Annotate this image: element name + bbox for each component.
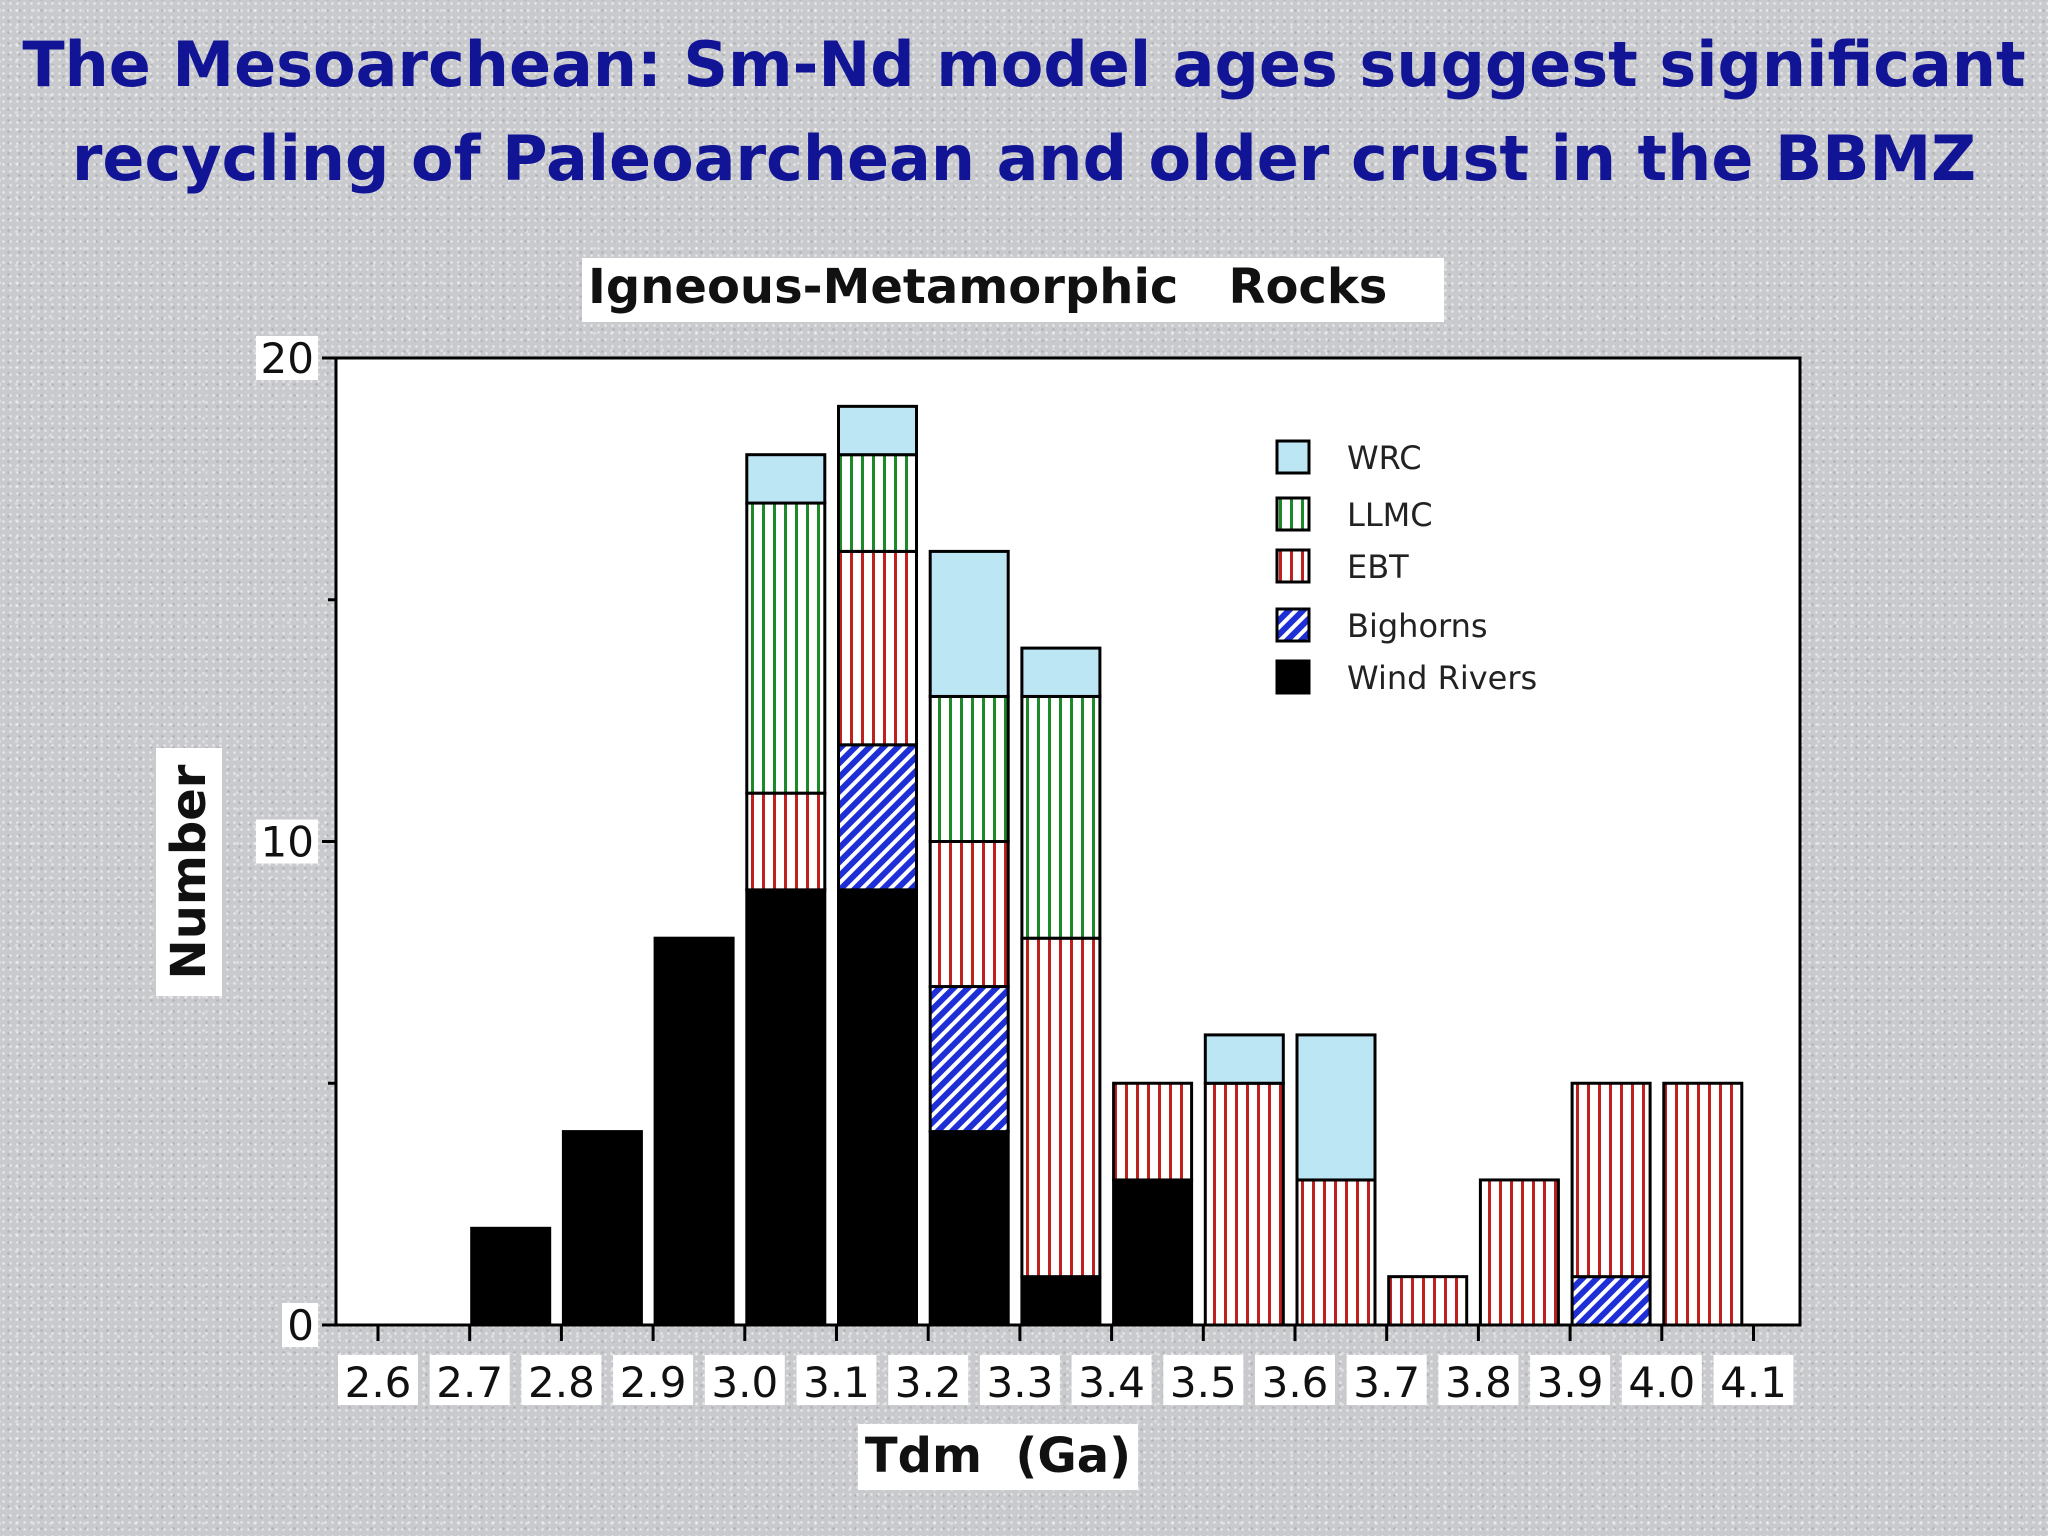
x-tick-label-box [888,1355,969,1405]
slide-title-line-2: recycling of Paleoarchean and older crus… [71,122,1977,195]
x-tick-label: 3.4 [1078,1358,1145,1407]
x-tick-label-box [979,1355,1060,1405]
x-axis-label-box [858,1424,1138,1490]
legend-swatch-bighorns [1275,607,1311,643]
bar-llmc-3.3 [1020,694,1102,940]
x-tick-label: 4.0 [1628,1358,1695,1407]
legend-label-llmc: LLMC [1347,496,1433,534]
y-axis-label: Number [161,764,217,979]
y-tick-label: 0 [287,1301,314,1350]
x-tick-label: 2.9 [620,1358,687,1407]
x-tick-label-box [704,1355,785,1405]
bar-ebt-3.6 [1295,1178,1377,1327]
x-tick-label-box [429,1355,510,1405]
bar-ebt-3.5 [1203,1081,1285,1327]
x-tick-label-box [1071,1355,1152,1405]
bar-wrc-3.1 [837,404,918,457]
x-tick-label: 3.9 [1537,1358,1604,1407]
x-tick-label-box [1163,1355,1244,1405]
x-tick-label-box [1621,1355,1702,1405]
x-tick-label: 2.7 [436,1358,503,1407]
bar-wind-rivers-2.8 [561,1130,643,1327]
bar-llmc-3.0 [745,501,827,795]
chart-title-box [582,258,1444,322]
bar-ebt-4.0 [1662,1081,1744,1327]
x-tick-label: 2.6 [345,1358,412,1407]
bar-llmc-3.1 [837,453,918,553]
y-axis-label-box [156,748,222,996]
bar-stacks [470,404,1744,1327]
bar-wrc-3.0 [745,453,827,505]
bar-ebt-3.9 [1570,1081,1652,1279]
x-tick-label: 3.3 [987,1358,1054,1407]
y-tick-label-box [256,336,318,380]
x-tick-label-box [796,1355,877,1405]
slide-title: The Mesoarchean: Sm-Nd model ages sugges… [0,18,2048,206]
x-tick-label-box [1438,1355,1519,1405]
bar-wrc-3.3 [1020,646,1102,698]
bar-ebt-3.3 [1020,936,1102,1279]
bar-wind-rivers-3.3 [1020,1275,1102,1327]
x-axis-label: Tdm (Ga) [865,1428,1131,1484]
x-tick-label: 3.6 [1262,1358,1329,1407]
bar-ebt-3.7 [1387,1275,1469,1327]
x-tick-label-box [613,1355,694,1405]
bar-ebt-3.4 [1112,1081,1194,1182]
x-tick-label: 4.1 [1720,1358,1787,1407]
bar-wrc-3.5 [1203,1033,1285,1085]
legend-swatch-wrc [1275,439,1311,475]
bar-ebt-3.8 [1478,1178,1560,1327]
bar-ebt-3.2 [928,840,1010,989]
legend-swatch-ebt [1275,548,1311,584]
legend-label-ebt: EBT [1347,548,1409,586]
x-tick-label: 3.2 [895,1358,962,1407]
slide-title-line-1: The Mesoarchean: Sm-Nd model ages sugges… [22,28,2026,101]
y-tick-label-box [256,819,318,864]
x-tick-label: 3.5 [1170,1358,1237,1407]
bar-wind-rivers-3.2 [928,1130,1010,1327]
legend-label-bighorns: Bighorns [1347,607,1488,645]
bar-wind-rivers-3.1 [837,888,918,1327]
bar-wrc-3.6 [1295,1033,1377,1182]
x-tick-label: 3.1 [803,1358,870,1407]
bar-wind-rivers-3.0 [745,888,827,1327]
x-tick-label: 2.8 [528,1358,595,1407]
x-tick-label-box [338,1355,418,1405]
x-tick-label-box [1530,1355,1611,1405]
bar-ebt-3.0 [745,791,827,892]
x-tick-label-box [1255,1355,1335,1405]
legend-swatch-llmc [1275,496,1311,532]
x-tick-label-box [1346,1355,1427,1405]
y-axis-ticks: 0 10 20 [256,334,336,1350]
bar-ebt-3.1 [837,549,918,747]
x-tick-label-box [521,1355,602,1405]
x-tick-label: 3.0 [711,1358,778,1407]
x-tick-label-box [1713,1355,1794,1405]
bar-wind-rivers-2.9 [653,936,735,1327]
bar-wind-rivers-3.4 [1112,1178,1194,1327]
bar-bighorns-3.2 [928,985,1010,1134]
bar-wind-rivers-2.7 [470,1226,552,1327]
x-tick-label: 3.8 [1445,1358,1512,1407]
y-tick-label-box [282,1303,318,1347]
y-tick-label: 20 [261,334,314,383]
bar-bighorns-3.1 [837,743,918,892]
bar-llmc-3.2 [928,694,1010,844]
legend: WRC LLMC EBT Bighorns Wind Rivers [1250,420,1582,718]
bar-wrc-3.2 [928,549,1010,698]
x-tick-label: 3.7 [1353,1358,1420,1407]
bar-bighorns-3.9 [1570,1275,1652,1327]
chart-title: Igneous-Metamorphic Rocks [588,259,1387,315]
y-tick-label: 10 [261,818,314,867]
legend-label-wrc: WRC [1347,439,1422,477]
x-axis-ticks: 2.6 2.7 2.8 2.9 3.0 3.1 3.2 3.3 3.4 3.5 3.6 3.7 3.8 3… [338,1325,1794,1407]
legend-swatch-wind-rivers [1275,659,1311,695]
legend-label-wind-rivers: Wind Rivers [1347,659,1537,697]
